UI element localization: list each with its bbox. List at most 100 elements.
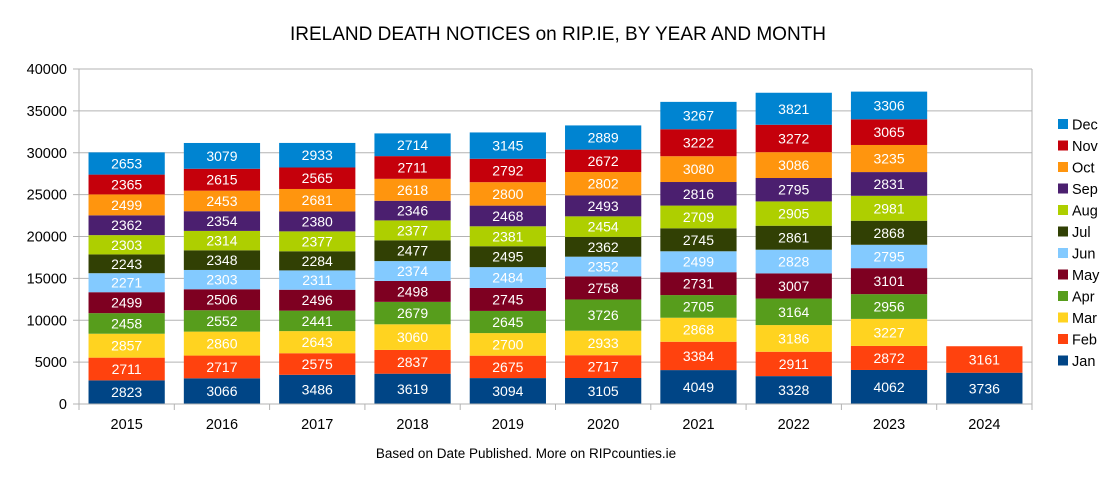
data-label: 2645 <box>492 314 523 330</box>
data-label: 2377 <box>397 222 428 238</box>
y-tick-label: 25000 <box>27 188 67 204</box>
bar-segment-feb-2021 <box>660 341 737 371</box>
legend-swatch <box>1058 183 1068 194</box>
bar-segment-nov-2019 <box>469 158 546 183</box>
legend-label: Apr <box>1072 290 1095 306</box>
data-label: 3079 <box>206 148 237 164</box>
data-label: 2868 <box>683 322 714 338</box>
legend-swatch <box>1058 248 1068 258</box>
data-label: 2499 <box>111 295 142 311</box>
bar-segment-mar-2015 <box>88 333 165 358</box>
legend-swatch <box>1058 269 1068 280</box>
data-label: 2709 <box>683 209 714 225</box>
bar-segment-feb-2020 <box>565 355 642 378</box>
x-tick-label: 2020 <box>587 417 619 433</box>
bar-segment-apr-2019 <box>469 310 546 334</box>
data-label: 2362 <box>111 217 142 233</box>
bar-segment-dec-2015 <box>88 152 165 175</box>
data-label: 2802 <box>588 176 619 192</box>
data-label: 3007 <box>778 278 809 294</box>
data-label: 2837 <box>397 354 428 370</box>
bar-segment-feb-2019 <box>469 355 546 379</box>
bar-segment-sep-2021 <box>660 182 737 206</box>
data-label: 2717 <box>206 359 237 375</box>
bar-segment-jul-2019 <box>469 246 546 268</box>
data-label: 3222 <box>683 135 714 151</box>
data-label: 2745 <box>683 232 714 248</box>
data-label: 2354 <box>206 213 237 229</box>
data-label: 2643 <box>302 334 333 350</box>
legend-item-nov: Nov <box>1058 139 1099 155</box>
bar-segment-jun-2018 <box>374 261 451 281</box>
bar-segment-mar-2017 <box>279 331 356 354</box>
legend-label: Sep <box>1072 182 1098 198</box>
bar-stack-2023: 4062 2872 3227 2956 3101 2795 2868 2981 2831 3235… <box>850 91 928 404</box>
x-tick-label: 2022 <box>778 417 810 433</box>
legend-swatch <box>1058 162 1068 172</box>
data-label: 3235 <box>873 151 904 167</box>
data-label: 2348 <box>206 252 237 268</box>
bar-stack-2022: 3328 2911 3186 3164 3007 2828 2861 2905 2795 3086… <box>755 92 832 404</box>
bar-segment-aug-2018 <box>374 220 451 241</box>
bar-segment-dec-2022 <box>755 92 832 125</box>
bar-segment-feb-2017 <box>279 353 356 375</box>
bar-segment-jul-2016 <box>183 250 261 270</box>
data-label: 3726 <box>588 307 619 323</box>
data-label: 3065 <box>873 124 904 140</box>
legend-label: Aug <box>1072 204 1098 220</box>
bar-segment-oct-2016 <box>183 190 261 212</box>
data-label: 2800 <box>492 186 523 202</box>
legend-label: Jan <box>1072 354 1095 370</box>
bar-segment-jul-2021 <box>660 228 737 252</box>
data-label: 2243 <box>111 256 142 272</box>
data-label: 3272 <box>778 130 809 146</box>
data-label: 2933 <box>588 335 619 351</box>
x-tick-label: 2019 <box>492 417 524 433</box>
data-label: 2981 <box>873 200 904 216</box>
bar-segment-oct-2020 <box>565 171 642 196</box>
bar-stack-2021: 4049 3384 2868 2705 2731 2499 2745 2709 2816 3080… <box>660 101 737 404</box>
data-label: 3736 <box>969 380 1000 396</box>
bar-segment-may-2019 <box>469 287 546 311</box>
data-label: 3619 <box>397 381 428 397</box>
data-label: 2352 <box>588 259 619 275</box>
legend-swatch <box>1058 312 1068 323</box>
data-label: 2700 <box>492 336 523 352</box>
data-label: 2498 <box>397 283 428 299</box>
data-label: 3306 <box>873 97 904 113</box>
x-tick-label: 2023 <box>873 417 905 433</box>
data-label: 2453 <box>206 193 237 209</box>
legend-item-may: May <box>1058 268 1100 284</box>
legend-label: Jul <box>1072 225 1091 241</box>
data-label: 2711 <box>112 361 142 377</box>
data-label: 2745 <box>492 291 523 307</box>
data-label: 4049 <box>683 379 714 395</box>
x-tick-label: 2021 <box>682 417 714 433</box>
bar-segment-may-2016 <box>183 289 261 311</box>
bar-segment-sep-2017 <box>279 211 356 232</box>
data-label: 2493 <box>588 198 619 214</box>
x-tick-label: 2024 <box>968 417 1000 433</box>
legend-item-dec: Dec <box>1058 118 1098 134</box>
bar-segment-dec-2019 <box>469 132 546 159</box>
bar-segment-feb-2022 <box>755 351 832 377</box>
data-label: 2889 <box>588 130 619 146</box>
bar-segment-apr-2021 <box>660 295 737 318</box>
data-label: 2681 <box>302 192 333 208</box>
bar-segment-sep-2023 <box>850 172 928 196</box>
legend-item-jun: Jun <box>1058 247 1095 263</box>
x-tick-label: 2017 <box>301 417 333 433</box>
chart-title: IRELAND DEATH NOTICES on RIP.IE, BY YEAR… <box>290 24 826 45</box>
bar-segment-jan-2023 <box>850 369 928 404</box>
data-label: 2303 <box>111 237 142 253</box>
bar-segment-may-2021 <box>660 272 737 296</box>
bar-segment-aug-2017 <box>279 231 356 252</box>
bar-segment-aug-2016 <box>183 230 261 251</box>
data-label: 3101 <box>873 273 904 289</box>
y-tick-label: 35000 <box>27 104 67 120</box>
bar-stack-2015: 2823 2711 2857 2458 2499 2271 2243 2303 2362 2499… <box>88 152 165 404</box>
data-label: 4062 <box>873 379 904 395</box>
bar-segment-feb-2016 <box>183 355 261 379</box>
data-label: 2857 <box>111 338 142 354</box>
